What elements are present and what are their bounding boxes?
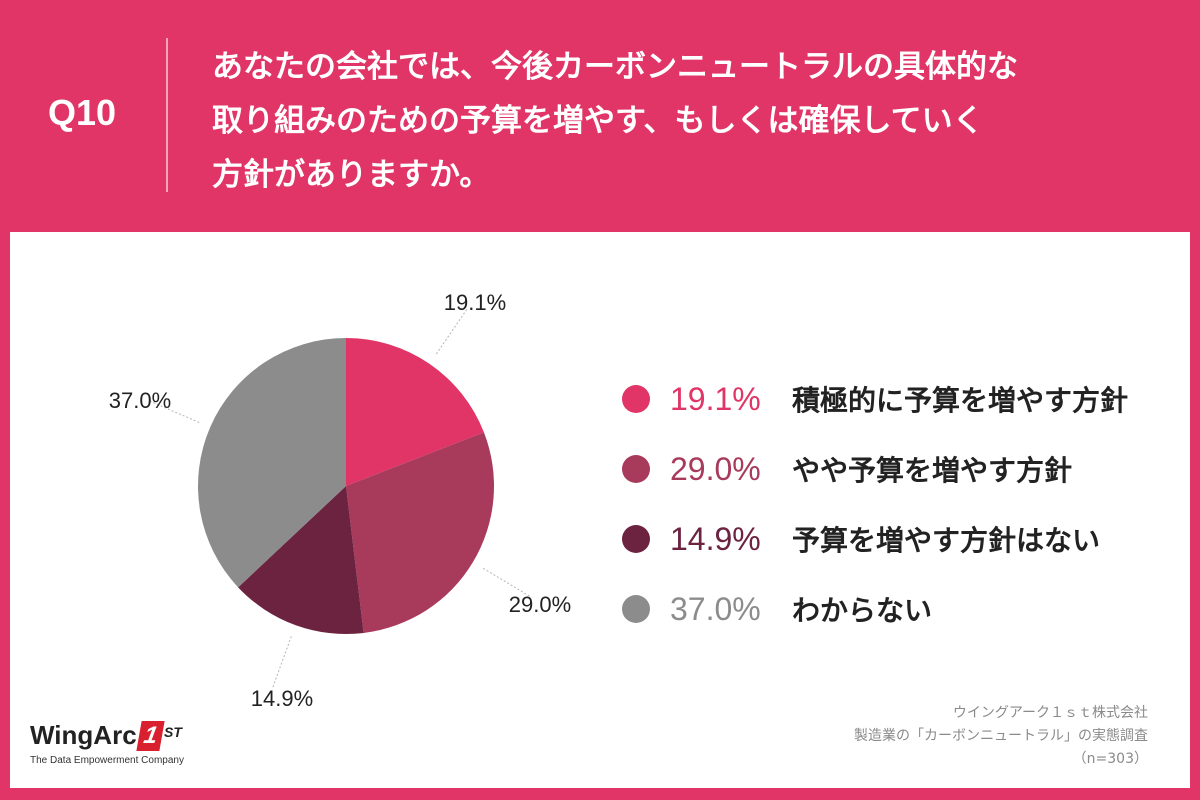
legend-swatch	[622, 385, 650, 413]
legend-percent: 19.1%	[670, 380, 761, 417]
wingarc-logo: WingArc 1 ST The Data Empowerment Compan…	[30, 720, 184, 766]
question-text: あなたの会社では、今後カーボンニュートラルの具体的な 取り組みのための予算を増や…	[212, 40, 1172, 202]
legend-swatch	[622, 595, 650, 623]
question-header: Q10 あなたの会社では、今後カーボンニュートラルの具体的な 取り組みのための予…	[0, 0, 1200, 232]
logo-wordmark: WingArc 1 ST	[30, 720, 184, 751]
source-survey: 製造業の「カーボンニュートラル」の実態調査	[854, 728, 1148, 744]
logo-name: WingArc	[30, 720, 137, 750]
legend-swatch	[622, 525, 650, 553]
legend-item: 19.1% 積極的に予算を増やす方針	[622, 364, 1128, 434]
question-line-3: 方針がありますか。	[212, 157, 491, 193]
question-line-1: あなたの会社では、今後カーボンニュートラルの具体的な	[212, 49, 1018, 85]
question-line-2: 取り組みのための予算を増やす、もしくは確保していく	[212, 103, 984, 139]
pie-slice	[198, 338, 346, 588]
source-note: ウイングアーク１ｓｔ株式会社 製造業の「カーボンニュートラル」の実態調査 （n=…	[854, 702, 1148, 771]
source-company: ウイングアーク１ｓｔ株式会社	[952, 705, 1148, 721]
header-divider	[166, 38, 168, 192]
legend-label: 予算を増やす方針はない	[792, 524, 1101, 557]
legend-item: 37.0% わからない	[622, 574, 1128, 644]
legend: 19.1% 積極的に予算を増やす方針 29.0% やや予算を増やす方針 14.9…	[622, 364, 1128, 644]
logo-mark: 1	[136, 720, 165, 751]
slice-data-label: 14.9%	[251, 686, 313, 711]
legend-item: 14.9% 予算を増やす方針はない	[622, 504, 1128, 574]
legend-swatch	[622, 455, 650, 483]
leader-line	[271, 636, 292, 690]
pie-slice	[238, 486, 364, 634]
legend-percent: 29.0%	[670, 450, 761, 487]
chart-panel: 19.1% 29.0% 14.9% 37.0% 19.1% 積極的に予算を増やす方針 …	[10, 232, 1190, 788]
pie-chart: 19.1% 29.0% 14.9% 37.0%	[109, 290, 571, 711]
legend-percent: 14.9%	[670, 520, 761, 557]
legend-item: 29.0% やや予算を増やす方針	[622, 434, 1128, 504]
question-number: Q10	[48, 92, 117, 133]
slice-data-label: 29.0%	[509, 592, 571, 617]
pie-slice	[346, 338, 484, 486]
leader-line	[435, 307, 469, 355]
slice-data-label: 37.0%	[109, 388, 171, 413]
logo-tagline: The Data Empowerment Company	[30, 755, 184, 766]
leader-line	[147, 399, 200, 423]
legend-label: わからない	[792, 594, 933, 627]
legend-percent: 37.0%	[670, 590, 761, 627]
legend-label: やや予算を増やす方針	[792, 454, 1073, 487]
pie-slice	[346, 432, 495, 633]
legend-label: 積極的に予算を増やす方針	[792, 384, 1129, 417]
leader-line	[482, 567, 532, 598]
source-sample: （n=303）	[1072, 751, 1148, 767]
slice-data-label: 19.1%	[444, 290, 506, 315]
logo-suffix: ST	[164, 724, 182, 740]
